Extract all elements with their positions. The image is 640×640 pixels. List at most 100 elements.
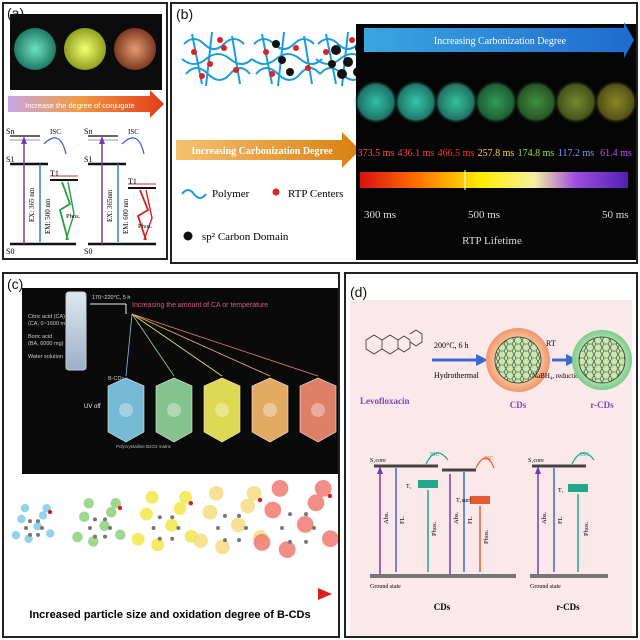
svg-text:T1: T1 xyxy=(128,177,137,186)
svg-text:Ground state: Ground state xyxy=(370,584,401,590)
svg-text:Phos.: Phos. xyxy=(431,521,438,536)
rtp-dot-1 xyxy=(354,80,398,124)
rtp-dots xyxy=(354,80,636,124)
cluster-4-blob-7 xyxy=(246,486,262,501)
svg-text:Sn: Sn xyxy=(84,127,92,136)
svg-text:ISC: ISC xyxy=(580,452,589,458)
svg-text:T₁: T₁ xyxy=(406,484,412,490)
cluster-5-blob-6 xyxy=(296,516,314,533)
dot-a-1 xyxy=(14,28,56,70)
svg-text:S1: S1 xyxy=(6,155,14,164)
cluster-3-blob-8 xyxy=(145,490,159,504)
svg-text:(BA, 6000 mg): (BA, 6000 mg) xyxy=(28,341,64,347)
svg-text:EM: 500 nm: EM: 500 nm xyxy=(44,198,52,234)
svg-text:ISC: ISC xyxy=(484,456,493,462)
svg-text:EM: 600 nm: EM: 600 nm xyxy=(122,198,130,234)
lifetime-label-7: 61.4 ms xyxy=(600,148,632,159)
dot-a-3 xyxy=(114,28,156,70)
rtp-dot-3 xyxy=(434,80,478,124)
crystal-1 xyxy=(107,377,145,443)
vial-icon xyxy=(65,291,87,371)
product1-label: CDs xyxy=(510,400,527,410)
lifetime-label-3: 466.5 ms xyxy=(438,148,475,159)
cds-lattice xyxy=(495,337,541,383)
carbonization-arrow-left xyxy=(176,132,360,168)
dot-a-2 xyxy=(64,28,106,70)
crystal-3 xyxy=(203,377,241,443)
svg-text:ISC: ISC xyxy=(430,452,439,458)
lifetime-label-5: 174.8 ms xyxy=(518,148,555,159)
cluster-3-blob-7 xyxy=(179,490,193,504)
svg-text:Ground state: Ground state xyxy=(530,584,561,590)
rcds-energy-diagram: S₁core T₁ ISC Abs. FL Phos. Ground state… xyxy=(528,452,608,612)
lifetime-label-4: 257.8 ms xyxy=(478,148,515,159)
legend-rtp: RTP Centers xyxy=(288,188,343,200)
svg-text:NaBH₄, reduction: NaBH₄, reduction xyxy=(532,372,583,380)
legend-polymer: Polymer xyxy=(212,188,250,200)
svg-text:Phos.: Phos. xyxy=(583,521,590,536)
cluster-5-blob-4 xyxy=(278,541,296,558)
panel-b-figure: Increasing Carbonization Degree Polymer … xyxy=(176,22,636,260)
rtp-photo-panel xyxy=(356,24,636,260)
svg-text:S0: S0 xyxy=(6,247,14,256)
svg-text:S₁core: S₁core xyxy=(528,458,544,464)
cluster-5-blob-3 xyxy=(322,530,338,548)
cluster-3-blob-4 xyxy=(151,538,165,552)
svg-text:Boric acid: Boric acid xyxy=(28,334,52,340)
svg-text:T₁: T₁ xyxy=(558,488,564,494)
crystal-4 xyxy=(251,377,289,443)
svg-text:EX: 365nm: EX: 365nm xyxy=(106,189,114,222)
svg-text:FL: FL xyxy=(399,516,406,524)
cluster-4-blob-5 xyxy=(193,533,208,548)
cluster-5-blob-5 xyxy=(253,534,271,551)
svg-text:B-CDs: B-CDs xyxy=(108,376,124,382)
svg-text:Citric acid (CA): Citric acid (CA) xyxy=(28,314,65,320)
rtp-dot-4 xyxy=(474,80,518,124)
cluster-1-blob-8 xyxy=(20,504,30,513)
svg-text:RT: RT xyxy=(546,339,556,348)
panel-c-figure: Citric acid (CA) (CA, 0~1600 mg) Boric a… xyxy=(11,288,338,621)
conjugate-arrow xyxy=(8,90,164,118)
cluster-1-blob-3 xyxy=(46,529,55,538)
cds-energy-diagram: S₁core T₁ T₁surf ISC ISC Abs. FL Phos. A… xyxy=(370,452,516,612)
levofloxacin-structure xyxy=(365,329,423,355)
rcds-lattice xyxy=(579,337,625,383)
cluster-2-blob-5 xyxy=(72,531,83,543)
bottom-caption: Increased particle size and oxidation de… xyxy=(29,609,310,621)
panel-c-label: (c) xyxy=(7,276,24,292)
cluster-3-blob-5 xyxy=(131,532,145,546)
lifetime-label-2: 436.1 ms xyxy=(398,148,435,159)
caption-rcds: r-CDs xyxy=(556,602,580,612)
lifetime-label-1: 373.5 ms xyxy=(358,148,395,159)
rtp-color-scale xyxy=(360,172,628,188)
svg-text:Polycrystalline B2O3 matrix: Polycrystalline B2O3 matrix xyxy=(116,444,172,449)
legend-rtp-icon xyxy=(272,188,280,196)
carbonization-arrow-top xyxy=(364,22,634,58)
rtp-dot-2 xyxy=(394,80,438,124)
energy-diagram-right: Sn S1 S0 T1 ISC Phos. EX: 365nm EM: 600 … xyxy=(84,127,156,256)
cluster-row xyxy=(11,480,338,558)
cluster-5-blob-8 xyxy=(271,480,289,497)
cluster-3-blob-1 xyxy=(139,507,153,521)
svg-text:Increasing Carbonization Degre: Increasing Carbonization Degree xyxy=(191,146,333,157)
cluster-3-blob-6 xyxy=(165,518,179,532)
svg-text:Water solution: Water solution xyxy=(28,354,63,360)
svg-text:Phos.: Phos. xyxy=(66,213,81,220)
conjugate-text: Increase the degree of conjugate xyxy=(25,101,135,110)
svg-text:170~220°C, 5 h: 170~220°C, 5 h xyxy=(92,295,130,301)
scale-title: RTP Lifetime xyxy=(462,235,522,247)
legend-polymer-icon xyxy=(181,189,207,199)
svg-text:Sn: Sn xyxy=(6,127,14,136)
panel-a-label: (a) xyxy=(7,5,25,21)
size-arrow-head xyxy=(318,588,332,600)
panel-d-figure: Levofloxacin 200°C, 6 h Hydrothermal CDs… xyxy=(350,300,632,636)
rtp-dot-6 xyxy=(554,80,598,124)
svg-text:Abs.: Abs. xyxy=(383,512,390,524)
svg-text:ISC: ISC xyxy=(128,128,139,136)
cluster-2-blob-3 xyxy=(115,529,126,540)
panel-a: (a) Increase the degree of conjugate xyxy=(2,2,168,260)
panel-b-label: (b) xyxy=(176,6,194,22)
cluster-1-blob-1 xyxy=(17,514,26,524)
panel-c: (c) Citric acid (CA) (CA, 0~1600 mg) Bor… xyxy=(2,272,340,638)
cluster-1-blob-5 xyxy=(11,531,21,540)
